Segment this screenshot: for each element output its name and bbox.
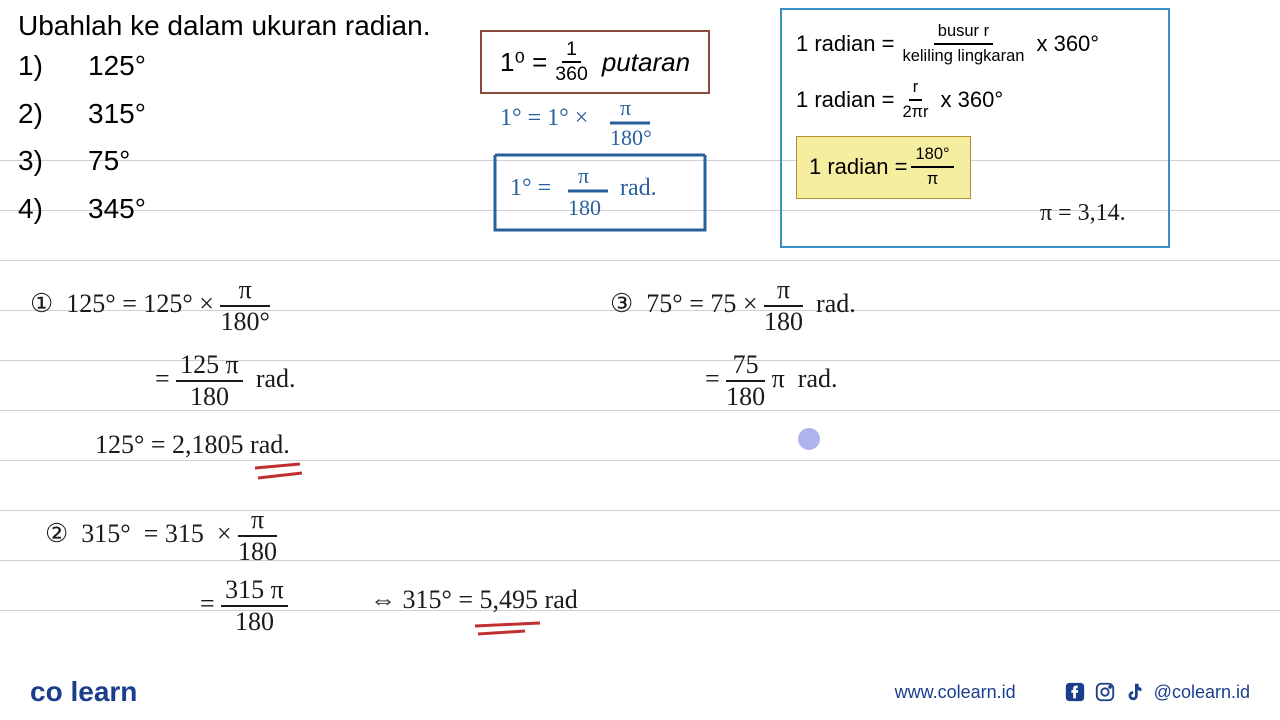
underline-red: [250, 460, 310, 485]
item-val: 75°: [88, 137, 130, 185]
sol2-line2: = 315 π 180: [200, 575, 288, 637]
sol1-line3: 125° = 2,1805 rad.: [95, 430, 290, 460]
sol2-line3: ⇔ 315° = 5,495 rad: [370, 585, 578, 615]
item-num: 2): [18, 90, 88, 138]
item-val: 315°: [88, 90, 146, 138]
footer: co.learn www.colearn.id @colearn.id: [0, 676, 1280, 708]
social-links: www.colearn.id @colearn.id: [895, 681, 1250, 703]
question-title: Ubahlah ke dalam ukuran radian.: [0, 0, 1280, 42]
item-num: 3): [18, 137, 88, 185]
social-handle: @colearn.id: [1154, 682, 1250, 703]
website-url: www.colearn.id: [895, 682, 1016, 703]
sol3-line2: = 75 180 π rad.: [705, 350, 838, 412]
sol3-line1: ③ 75° = 75 × π 180 rad.: [610, 275, 856, 337]
question-list: 1)125° 2)315° 3)75° 4)345°: [0, 42, 1280, 232]
instagram-icon: [1094, 681, 1116, 703]
brand-logo: co.learn: [30, 676, 137, 708]
tiktok-icon: [1124, 681, 1146, 703]
item-val: 345°: [88, 185, 146, 233]
logo-part1: co: [30, 676, 63, 707]
underline-red: [470, 620, 550, 640]
sol1-line1: ① 125° = 125° × π 180°: [30, 275, 270, 337]
sol1-line2: = 125 π 180 rad.: [155, 350, 296, 412]
cursor-dot: [798, 428, 820, 450]
facebook-icon: [1064, 681, 1086, 703]
logo-part2: learn: [70, 676, 137, 707]
item-val: 125°: [88, 42, 146, 90]
item-num: 4): [18, 185, 88, 233]
item-num: 1): [18, 42, 88, 90]
sol2-line1: ② 315° = 315 × π 180: [45, 505, 277, 567]
